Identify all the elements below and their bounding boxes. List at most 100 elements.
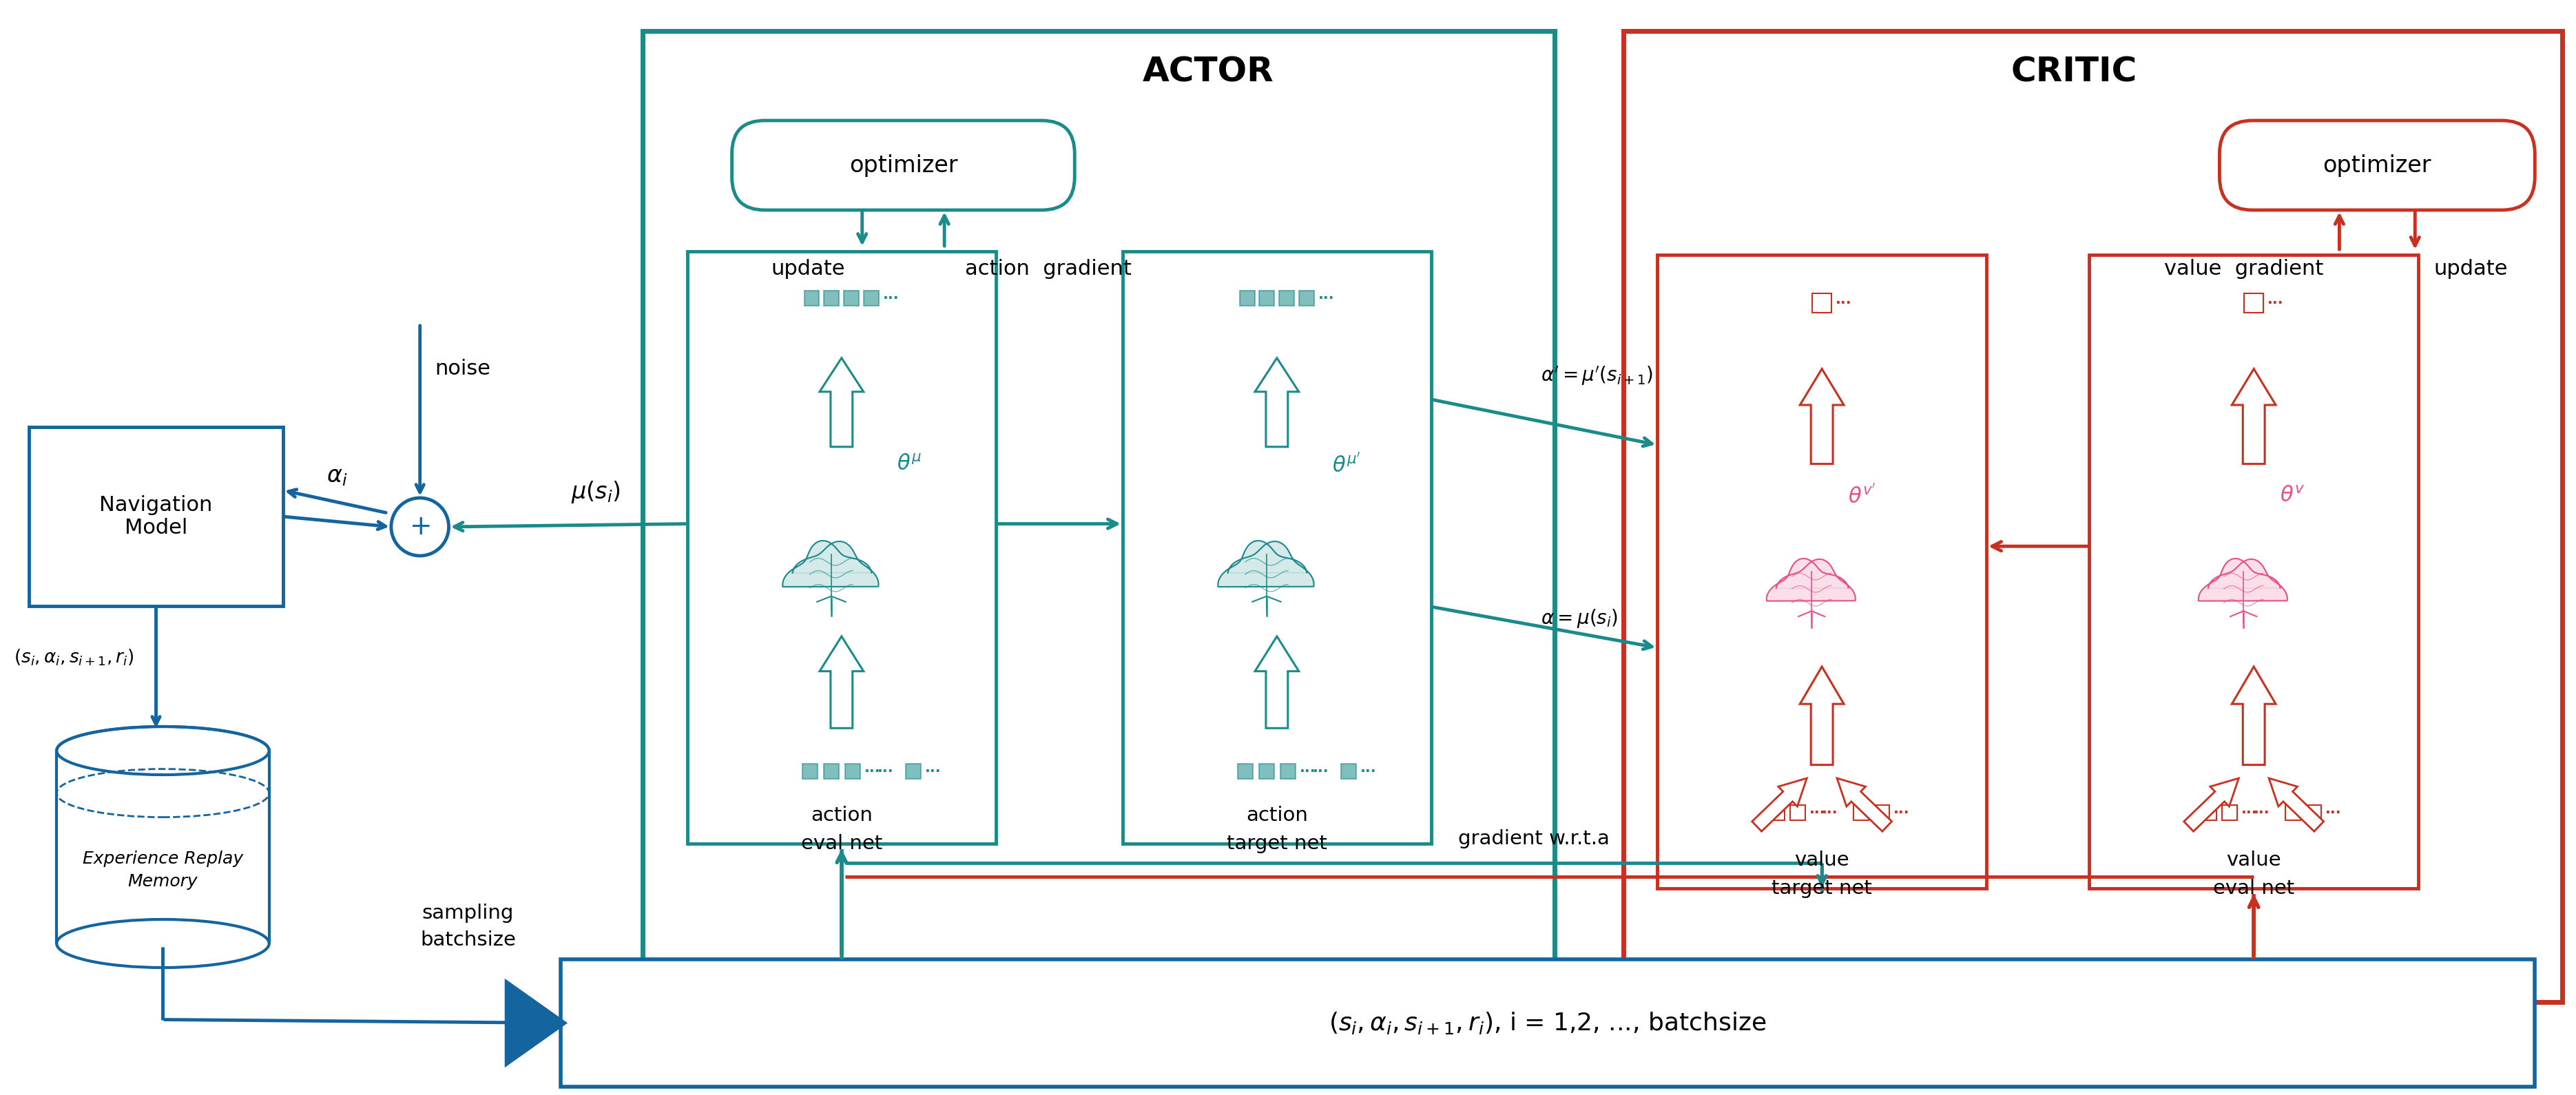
Polygon shape — [2197, 558, 2287, 601]
Polygon shape — [1801, 667, 1844, 764]
Text: ···: ··· — [876, 764, 894, 779]
Text: ···: ··· — [863, 764, 881, 779]
Text: ···: ··· — [2241, 806, 2257, 819]
Ellipse shape — [57, 920, 268, 968]
Polygon shape — [2184, 779, 2239, 831]
Text: sampling
batchsize: sampling batchsize — [420, 903, 515, 949]
Polygon shape — [819, 358, 863, 447]
Text: value
target net: value target net — [1772, 851, 1873, 898]
FancyBboxPatch shape — [1656, 255, 1986, 888]
Bar — [2200, 805, 2215, 820]
Text: ···: ··· — [1298, 764, 1316, 779]
Bar — [845, 290, 858, 306]
Text: ···: ··· — [1834, 296, 1852, 310]
Text: ···: ··· — [1311, 764, 1329, 779]
Text: ···: ··· — [1319, 291, 1334, 306]
Bar — [2244, 293, 2262, 313]
Text: $\alpha = \mu(s_i)$: $\alpha = \mu(s_i)$ — [1540, 608, 1618, 630]
Text: ACTOR: ACTOR — [1141, 55, 1273, 89]
FancyBboxPatch shape — [641, 31, 1553, 1002]
Polygon shape — [1255, 636, 1298, 728]
Text: value  gradient: value gradient — [2164, 258, 2324, 278]
Circle shape — [392, 498, 448, 556]
Polygon shape — [1218, 541, 1314, 587]
Bar — [2285, 805, 2300, 820]
Text: ···: ··· — [884, 291, 899, 306]
Bar — [2306, 805, 2321, 820]
Text: $\theta^{v'}$: $\theta^{v'}$ — [1847, 484, 1875, 507]
Text: Experience Replay
Memory: Experience Replay Memory — [82, 851, 242, 890]
Bar — [1770, 805, 1785, 820]
Bar — [1236, 763, 1252, 779]
Text: $\mu(s_i)$: $\mu(s_i)$ — [572, 479, 621, 505]
Bar — [824, 763, 840, 779]
Text: $\theta^{\mu'}$: $\theta^{\mu'}$ — [1332, 453, 1360, 476]
Text: optimizer: optimizer — [2324, 154, 2432, 176]
FancyBboxPatch shape — [1623, 31, 2561, 1002]
FancyBboxPatch shape — [2089, 255, 2419, 888]
Text: gradient w.r.t.a: gradient w.r.t.a — [1458, 829, 1610, 849]
FancyBboxPatch shape — [562, 959, 2535, 1086]
Polygon shape — [1837, 779, 1891, 831]
Text: update: update — [770, 258, 845, 278]
Text: action
target net: action target net — [1226, 806, 1327, 853]
Text: ···: ··· — [1808, 806, 1826, 819]
Bar — [845, 763, 860, 779]
Text: $\theta^v$: $\theta^v$ — [2280, 485, 2306, 506]
Ellipse shape — [57, 727, 268, 775]
Bar — [1260, 290, 1275, 306]
FancyBboxPatch shape — [732, 120, 1074, 210]
Polygon shape — [2231, 667, 2275, 764]
Bar — [1239, 290, 1255, 306]
Text: $(s_i, \alpha_i, s_{i+1}, r_i)$: $(s_i, \alpha_i, s_{i+1}, r_i)$ — [13, 648, 134, 668]
Bar — [1260, 763, 1273, 779]
Text: Navigation
Model: Navigation Model — [100, 495, 214, 538]
Polygon shape — [2231, 369, 2275, 464]
Polygon shape — [2269, 779, 2324, 831]
Bar — [1280, 763, 1296, 779]
Polygon shape — [819, 636, 863, 728]
FancyBboxPatch shape — [2218, 120, 2535, 210]
Polygon shape — [1801, 369, 1844, 464]
FancyBboxPatch shape — [1123, 252, 1430, 843]
Text: CRITIC: CRITIC — [2009, 55, 2136, 89]
Bar — [863, 290, 878, 306]
Text: ···: ··· — [1821, 806, 1837, 819]
Bar — [1790, 805, 1806, 820]
Bar — [907, 763, 920, 779]
Polygon shape — [1767, 558, 1855, 601]
Text: ···: ··· — [1893, 806, 1909, 819]
Bar — [801, 763, 817, 779]
Text: optimizer: optimizer — [850, 154, 958, 176]
Text: action
eval net: action eval net — [801, 806, 881, 853]
Ellipse shape — [57, 727, 268, 775]
Bar — [1298, 290, 1314, 306]
Bar — [1342, 763, 1355, 779]
Bar — [2221, 805, 2236, 820]
Bar — [1852, 805, 1868, 820]
Text: $(s_i, \alpha_i, s_{i+1}, r_i)$, i = 1,2, ..., batchsize: $(s_i, \alpha_i, s_{i+1}, r_i)$, i = 1,2… — [1329, 1011, 1767, 1036]
Bar — [824, 290, 840, 306]
Polygon shape — [1752, 779, 1806, 831]
Text: ···: ··· — [925, 764, 940, 779]
Polygon shape — [783, 541, 878, 587]
Text: value
eval net: value eval net — [2213, 851, 2293, 898]
Text: $+$: $+$ — [410, 514, 430, 540]
Text: noise: noise — [435, 358, 489, 379]
Text: action  gradient: action gradient — [963, 258, 1131, 278]
Polygon shape — [505, 980, 567, 1065]
FancyBboxPatch shape — [688, 252, 994, 843]
Text: ···: ··· — [2324, 806, 2342, 819]
Bar — [1873, 805, 1888, 820]
Text: $\alpha_i$: $\alpha_i$ — [327, 465, 348, 487]
Text: ···: ··· — [2267, 296, 2282, 310]
Bar — [1278, 290, 1293, 306]
Text: $\theta^\mu$: $\theta^\mu$ — [896, 454, 922, 474]
Polygon shape — [1255, 358, 1298, 447]
Bar — [1811, 293, 1832, 313]
Bar — [804, 290, 819, 306]
Text: ···: ··· — [2254, 806, 2269, 819]
FancyBboxPatch shape — [28, 427, 283, 606]
Text: ···: ··· — [1360, 764, 1376, 779]
Text: $\alpha' = \mu'(s_{i+1})$: $\alpha' = \mu'(s_{i+1})$ — [1540, 365, 1654, 387]
